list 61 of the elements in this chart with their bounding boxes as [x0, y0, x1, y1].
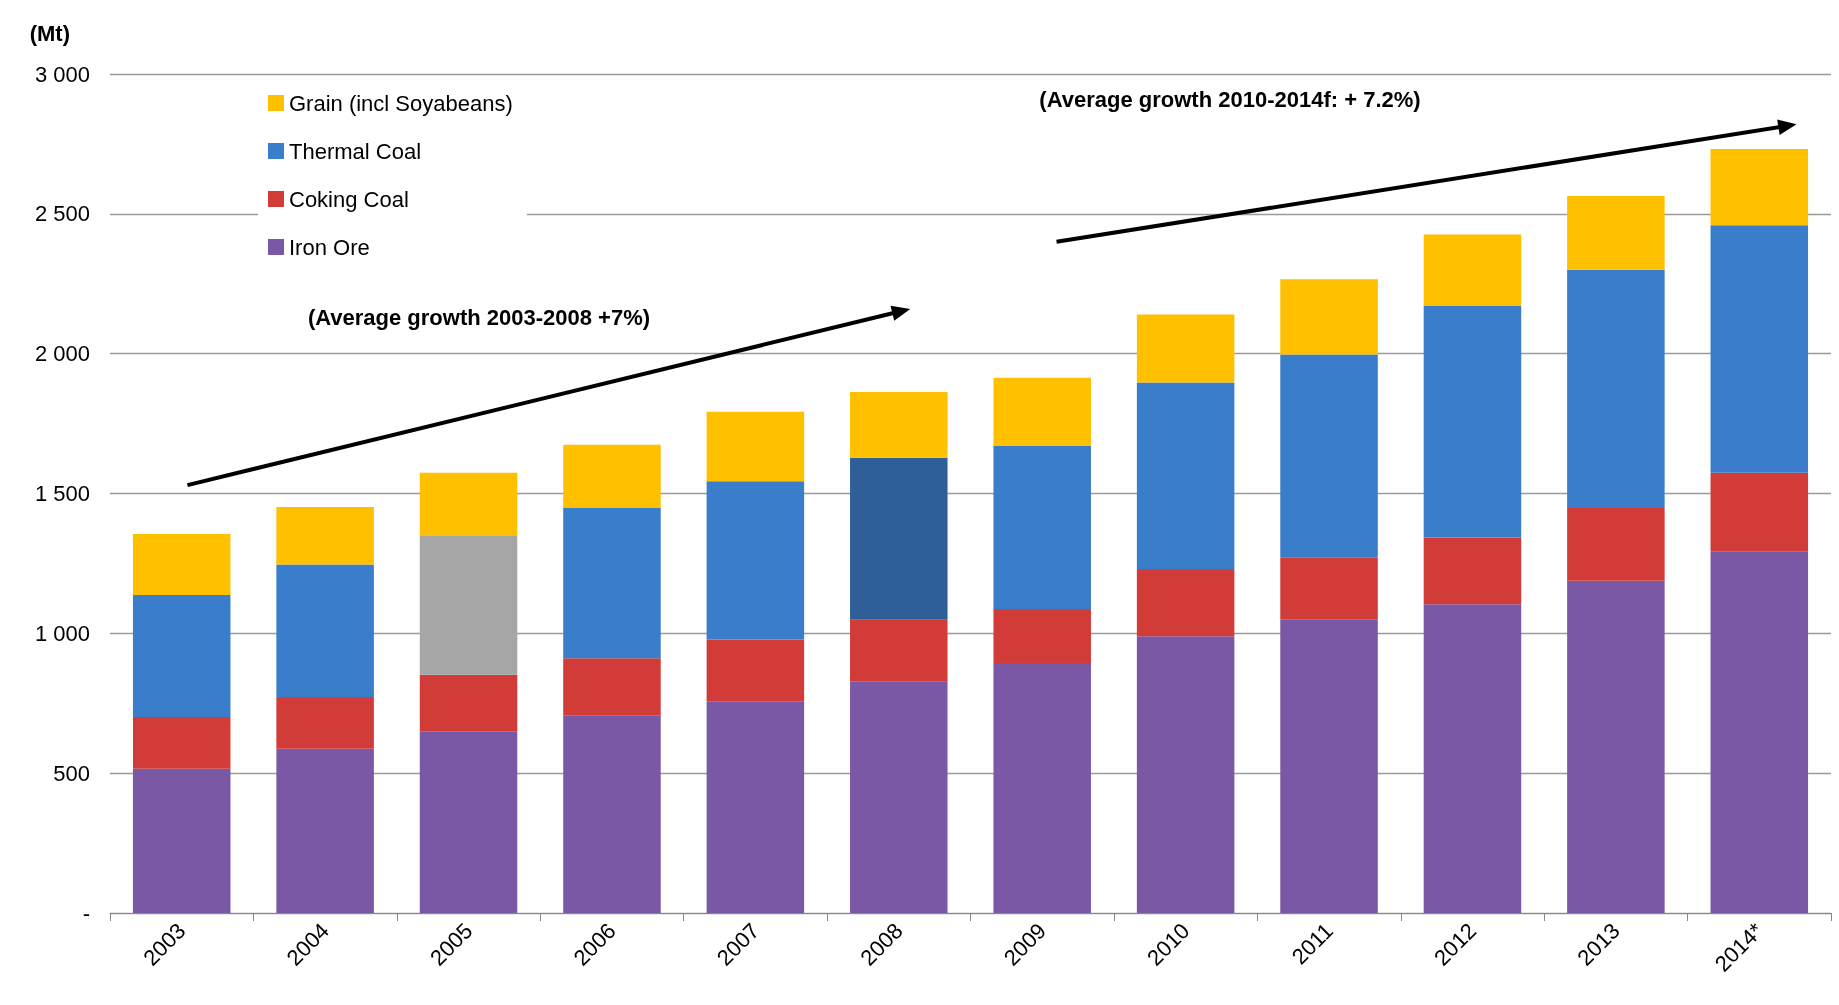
bar [993, 662, 1091, 913]
bar [132, 716, 231, 769]
y-axis-title: (Mt) [29, 20, 70, 46]
bar [132, 768, 231, 913]
legend-label: Coking Coal [289, 186, 409, 212]
bar [276, 748, 374, 913]
bar [132, 534, 231, 596]
bar [276, 564, 374, 698]
y-tick-label: 2 000 [34, 341, 90, 367]
bar [563, 508, 661, 659]
y-tick-label: 1 500 [34, 481, 90, 506]
bar [1567, 508, 1665, 581]
bar [563, 658, 661, 716]
bar [563, 715, 661, 913]
bar [1567, 580, 1665, 913]
bar [1423, 306, 1522, 538]
bar [1423, 234, 1522, 307]
y-tick-label: 2 500 [34, 201, 90, 227]
bar [993, 377, 1091, 446]
bar [1710, 225, 1809, 473]
bar [850, 681, 948, 913]
bar [1710, 148, 1809, 226]
bar [1280, 619, 1378, 913]
y-tick-label: 3 000 [34, 61, 90, 87]
bar [1136, 569, 1235, 637]
bar [1136, 314, 1235, 383]
bar [993, 609, 1091, 663]
bar [706, 411, 805, 482]
bar [1136, 636, 1235, 913]
annotation: (Average growth 2003-2008 +7%) [307, 304, 651, 331]
bar [850, 457, 948, 620]
bar [1710, 472, 1809, 552]
legend-label: Thermal Coal [289, 138, 422, 164]
bar [563, 444, 661, 509]
y-tick-label: 500 [53, 760, 90, 786]
y-tick-label: 1 000 [34, 620, 90, 646]
bar [132, 595, 231, 717]
bar [276, 697, 374, 749]
y-tick-label: - [82, 900, 90, 926]
bar [1423, 604, 1522, 913]
bar [706, 701, 805, 913]
bar [850, 619, 948, 682]
legend-label: Grain (incl Soyabeans) [289, 90, 513, 116]
bar [1710, 551, 1809, 913]
bar [1567, 195, 1665, 270]
bar [993, 445, 1091, 609]
bar [1136, 382, 1235, 570]
bar [850, 391, 948, 458]
bar [1280, 557, 1378, 620]
bar [1280, 279, 1378, 355]
bar [419, 674, 518, 732]
bar [1280, 354, 1378, 558]
bar [419, 731, 518, 913]
bar [1423, 537, 1522, 605]
bar [1567, 269, 1665, 509]
bar [706, 639, 805, 702]
bar [706, 481, 805, 640]
bar [276, 506, 374, 565]
legend-label: Iron Ore [289, 234, 370, 260]
bar [419, 472, 518, 536]
annotation: (Average growth 2010-2014f: + 7.2%) [1039, 86, 1421, 113]
